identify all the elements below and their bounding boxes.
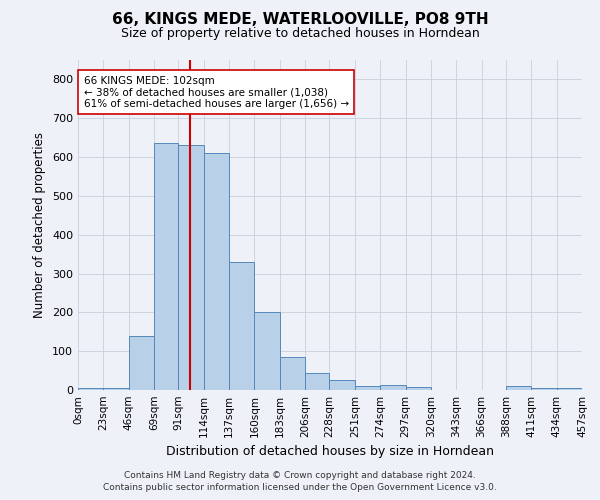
Bar bbox=[204, 153, 229, 390]
Text: Size of property relative to detached houses in Horndean: Size of property relative to detached ho… bbox=[121, 28, 479, 40]
Bar bbox=[506, 386, 531, 390]
Bar bbox=[406, 388, 431, 390]
Text: 66 KINGS MEDE: 102sqm
← 38% of detached houses are smaller (1,038)
61% of semi-d: 66 KINGS MEDE: 102sqm ← 38% of detached … bbox=[83, 76, 349, 108]
Text: Contains HM Land Registry data © Crown copyright and database right 2024.
Contai: Contains HM Land Registry data © Crown c… bbox=[103, 471, 497, 492]
Text: 66, KINGS MEDE, WATERLOOVILLE, PO8 9TH: 66, KINGS MEDE, WATERLOOVILLE, PO8 9TH bbox=[112, 12, 488, 28]
X-axis label: Distribution of detached houses by size in Horndean: Distribution of detached houses by size … bbox=[166, 446, 494, 458]
Bar bbox=[154, 144, 178, 390]
Bar bbox=[329, 380, 355, 390]
Bar bbox=[531, 388, 557, 390]
Bar bbox=[229, 262, 254, 390]
Bar bbox=[280, 357, 305, 390]
Bar bbox=[129, 336, 154, 390]
Bar bbox=[355, 386, 380, 390]
Bar bbox=[557, 388, 582, 390]
Bar bbox=[103, 388, 129, 390]
Bar bbox=[254, 312, 280, 390]
Bar bbox=[380, 386, 406, 390]
Y-axis label: Number of detached properties: Number of detached properties bbox=[34, 132, 46, 318]
Bar bbox=[305, 372, 329, 390]
Bar bbox=[78, 388, 103, 390]
Bar bbox=[178, 146, 204, 390]
